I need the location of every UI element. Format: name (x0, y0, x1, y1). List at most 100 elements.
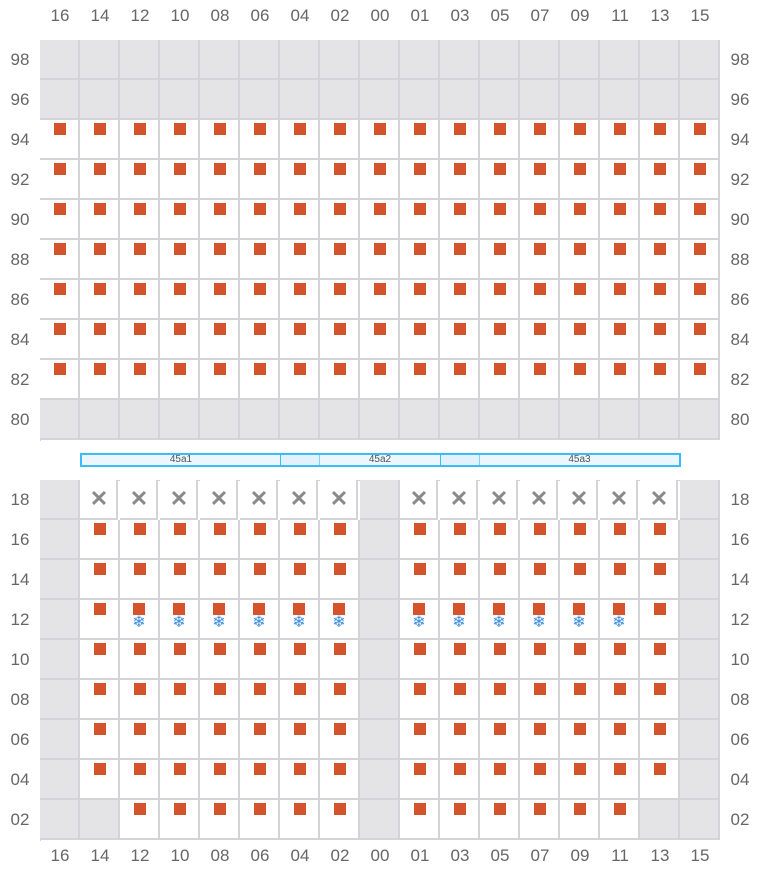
seat-cell[interactable] (640, 200, 680, 240)
seat-cell[interactable] (280, 240, 320, 280)
seat-cell[interactable] (160, 160, 200, 200)
seat-cell[interactable] (440, 560, 480, 600)
seat-cell[interactable] (360, 120, 400, 160)
seat-cell[interactable] (160, 760, 200, 800)
seat-cell[interactable] (160, 640, 200, 680)
seat-cell[interactable] (600, 200, 640, 240)
seat-cell[interactable] (40, 360, 80, 400)
seat-cell[interactable] (280, 560, 320, 600)
seat-cell[interactable] (640, 240, 680, 280)
seat-cell[interactable]: ❄ (320, 600, 360, 640)
seat-cell[interactable] (400, 320, 440, 360)
seat-cell[interactable] (520, 360, 560, 400)
seat-cell[interactable] (640, 680, 680, 720)
seat-cell[interactable] (240, 320, 280, 360)
seat-cell[interactable] (520, 680, 560, 720)
seat-cell[interactable] (440, 640, 480, 680)
seat-cell[interactable] (560, 240, 600, 280)
seat-cell[interactable] (120, 680, 160, 720)
seat-cell[interactable] (400, 640, 440, 680)
seat-cell[interactable] (560, 760, 600, 800)
seat-cell[interactable] (80, 760, 120, 800)
seat-cell[interactable] (120, 240, 160, 280)
seat-cell[interactable] (560, 800, 600, 840)
seat-cell[interactable] (120, 280, 160, 320)
seat-cell[interactable] (440, 720, 480, 760)
seat-cell[interactable] (200, 360, 240, 400)
seat-cell[interactable] (400, 360, 440, 400)
seat-cell[interactable] (160, 120, 200, 160)
seat-cell[interactable] (40, 120, 80, 160)
seat-cell[interactable] (600, 280, 640, 320)
seat-cell[interactable] (520, 560, 560, 600)
seat-cell[interactable] (80, 200, 120, 240)
seat-cell[interactable] (680, 360, 720, 400)
seat-cell[interactable] (240, 120, 280, 160)
seat-cell[interactable] (600, 760, 640, 800)
seat-cell[interactable]: ✕ (600, 480, 638, 520)
seat-cell[interactable] (640, 320, 680, 360)
seat-cell[interactable] (400, 160, 440, 200)
seat-cell[interactable] (200, 160, 240, 200)
seat-cell[interactable] (520, 520, 560, 560)
seat-cell[interactable] (600, 720, 640, 760)
seat-cell[interactable] (200, 120, 240, 160)
seat-cell[interactable]: ✕ (280, 480, 318, 520)
seat-cell[interactable] (440, 200, 480, 240)
seat-cell[interactable]: ✕ (80, 480, 118, 520)
seat-cell[interactable] (520, 160, 560, 200)
seat-cell[interactable]: ✕ (520, 480, 558, 520)
seat-cell[interactable] (240, 800, 280, 840)
seat-cell[interactable] (600, 520, 640, 560)
seat-cell[interactable] (80, 240, 120, 280)
seat-cell[interactable] (240, 520, 280, 560)
zone-45a2[interactable]: 45a2 (368, 454, 392, 465)
seat-cell[interactable] (400, 520, 440, 560)
seat-cell[interactable] (320, 200, 360, 240)
seat-cell[interactable]: ❄ (280, 600, 320, 640)
seat-cell[interactable] (240, 680, 280, 720)
seat-cell[interactable]: ✕ (160, 480, 198, 520)
seat-cell[interactable] (160, 800, 200, 840)
seat-cell[interactable] (520, 200, 560, 240)
seat-cell[interactable] (440, 320, 480, 360)
seat-cell[interactable] (480, 240, 520, 280)
seat-cell[interactable] (640, 120, 680, 160)
seat-cell[interactable] (640, 760, 680, 800)
seat-cell[interactable] (680, 320, 720, 360)
seat-cell[interactable] (440, 760, 480, 800)
seat-cell[interactable] (120, 200, 160, 240)
seat-cell[interactable] (640, 360, 680, 400)
seat-cell[interactable] (480, 760, 520, 800)
seat-cell[interactable] (600, 120, 640, 160)
seat-cell[interactable] (320, 760, 360, 800)
seat-cell[interactable] (680, 160, 720, 200)
zone-45a3[interactable]: 45a3 (568, 454, 591, 465)
seat-cell[interactable] (240, 200, 280, 240)
seat-cell[interactable]: ✕ (480, 480, 518, 520)
seat-cell[interactable]: ❄ (240, 600, 280, 640)
seat-cell[interactable] (560, 560, 600, 600)
seat-cell[interactable] (200, 800, 240, 840)
seat-cell[interactable] (480, 680, 520, 720)
seat-cell[interactable] (360, 320, 400, 360)
seat-cell[interactable]: ❄ (400, 600, 440, 640)
seat-cell[interactable] (600, 240, 640, 280)
seat-cell[interactable] (360, 160, 400, 200)
seat-cell[interactable] (320, 320, 360, 360)
seat-cell[interactable] (200, 520, 240, 560)
seat-cell[interactable] (560, 520, 600, 560)
seat-cell[interactable] (680, 200, 720, 240)
seat-cell[interactable] (480, 360, 520, 400)
seat-cell[interactable] (440, 280, 480, 320)
seat-cell[interactable] (120, 360, 160, 400)
seat-cell[interactable] (480, 560, 520, 600)
seat-cell[interactable] (680, 240, 720, 280)
seat-cell[interactable] (120, 160, 160, 200)
seat-cell[interactable] (280, 760, 320, 800)
seat-cell[interactable] (360, 200, 400, 240)
seat-cell[interactable] (560, 320, 600, 360)
seat-cell[interactable] (320, 800, 360, 840)
seat-cell[interactable] (160, 360, 200, 400)
seat-cell[interactable]: ❄ (440, 600, 480, 640)
